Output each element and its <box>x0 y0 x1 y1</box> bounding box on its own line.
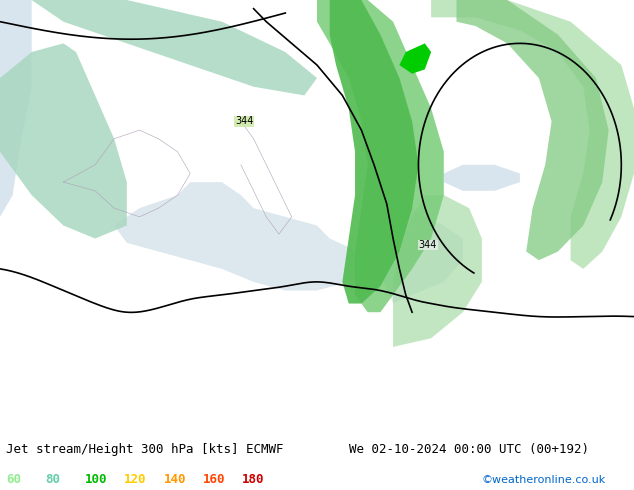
Text: 344: 344 <box>235 117 253 126</box>
Text: Jet stream/Height 300 hPa [kts] ECMWF: Jet stream/Height 300 hPa [kts] ECMWF <box>6 443 284 456</box>
Polygon shape <box>456 0 609 260</box>
Polygon shape <box>114 182 368 291</box>
Text: 60: 60 <box>6 473 22 487</box>
Polygon shape <box>0 44 127 239</box>
Text: 160: 160 <box>203 473 225 487</box>
Text: 80: 80 <box>46 473 61 487</box>
Polygon shape <box>431 0 634 269</box>
Polygon shape <box>0 0 32 217</box>
Text: 180: 180 <box>242 473 264 487</box>
Text: 100: 100 <box>85 473 107 487</box>
Text: 344: 344 <box>419 240 437 250</box>
Polygon shape <box>444 165 520 191</box>
Text: ©weatheronline.co.uk: ©weatheronline.co.uk <box>482 475 606 485</box>
Polygon shape <box>393 195 482 347</box>
Polygon shape <box>368 195 463 304</box>
Polygon shape <box>32 0 317 96</box>
Polygon shape <box>330 0 418 304</box>
Polygon shape <box>317 0 444 312</box>
Polygon shape <box>399 44 431 74</box>
Text: We 02-10-2024 00:00 UTC (00+192): We 02-10-2024 00:00 UTC (00+192) <box>349 443 589 456</box>
Text: 120: 120 <box>124 473 146 487</box>
Text: 140: 140 <box>164 473 186 487</box>
